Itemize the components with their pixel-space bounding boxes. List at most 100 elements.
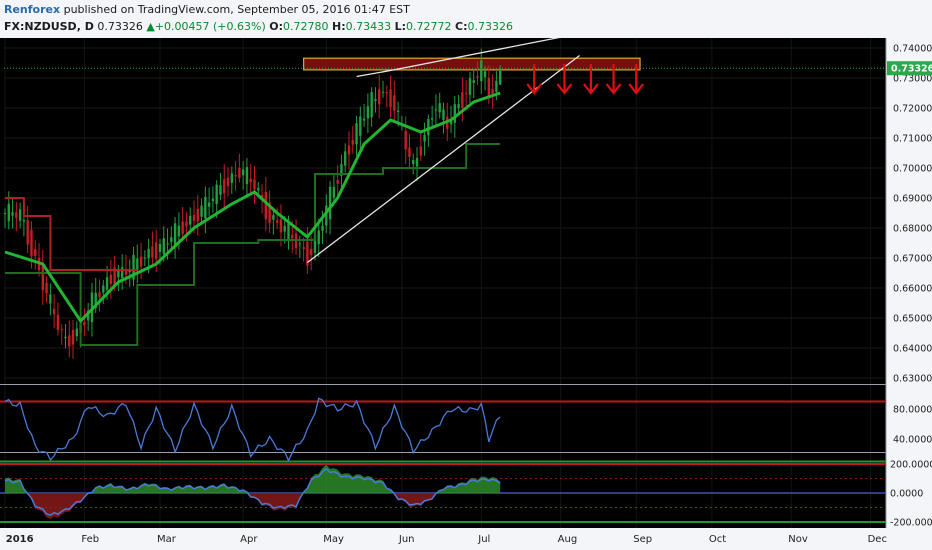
down-arrow-icon bbox=[605, 64, 622, 95]
candle-bear bbox=[192, 214, 196, 221]
symbol-label[interactable]: FX:NZDUSD, D bbox=[4, 20, 94, 33]
candle-bear bbox=[113, 267, 116, 286]
candle-bear bbox=[249, 178, 252, 182]
candle-bear bbox=[71, 329, 75, 345]
price-tick-label: 0.72000 bbox=[893, 104, 932, 115]
time-tick-label: Feb bbox=[81, 534, 99, 545]
axis-labels: 0.74000 0.73000 0.72000 0.71000 0.70000 0.690… bbox=[887, 44, 932, 529]
candle-bull bbox=[449, 120, 453, 125]
candle-bear bbox=[302, 247, 305, 250]
price-tick-label: 0.68000 bbox=[893, 224, 932, 235]
candle-bear bbox=[26, 220, 29, 245]
candle-bear bbox=[196, 208, 199, 222]
candle-bull bbox=[453, 104, 457, 123]
candle-bear bbox=[408, 147, 411, 157]
candle-bull bbox=[434, 109, 438, 111]
candle-bull bbox=[359, 116, 362, 136]
candle-bear bbox=[234, 175, 237, 177]
candle-bull bbox=[415, 157, 419, 167]
down-arrow-icon bbox=[556, 64, 573, 95]
rsi-panel[interactable] bbox=[0, 397, 886, 463]
candle-bear bbox=[56, 314, 60, 330]
trendline[interactable] bbox=[356, 69, 391, 78]
arrow-head bbox=[526, 83, 543, 95]
down-arrow-icon bbox=[628, 64, 645, 95]
candle-bull bbox=[49, 294, 52, 304]
time-tick-label: Jun bbox=[398, 534, 415, 545]
candle-bull bbox=[22, 220, 26, 222]
candle-bull bbox=[321, 225, 324, 231]
candle-bull bbox=[18, 209, 22, 221]
time-tick-label: 2016 bbox=[6, 534, 34, 545]
resistance-zone[interactable] bbox=[303, 57, 641, 71]
candle-bull bbox=[136, 258, 139, 270]
author-name[interactable]: Renforex bbox=[4, 3, 61, 16]
candle-bull bbox=[374, 99, 377, 102]
candle-bear bbox=[275, 220, 279, 223]
candle-bear bbox=[109, 274, 113, 284]
published-text: published on TradingView.com, September … bbox=[63, 3, 410, 16]
candle-bear bbox=[351, 139, 354, 145]
main-panel[interactable] bbox=[3, 38, 886, 359]
candle-bull bbox=[177, 225, 181, 237]
candle-bull bbox=[366, 106, 370, 119]
cci-tick-label: -200.0000 bbox=[890, 518, 932, 529]
candle-bull bbox=[257, 188, 260, 191]
price-axis[interactable] bbox=[886, 38, 932, 528]
moving-average-line bbox=[4, 91, 501, 324]
candle-bear bbox=[238, 168, 241, 178]
candle-bear bbox=[404, 130, 407, 150]
candle-bear bbox=[223, 179, 226, 194]
close-value: 0.73326 bbox=[467, 20, 514, 33]
price-tick-label: 0.74000 bbox=[893, 44, 932, 55]
candle-bear bbox=[491, 88, 494, 94]
candle-bull bbox=[162, 238, 165, 255]
cci-positive-fill bbox=[5, 464, 501, 493]
trendline[interactable] bbox=[390, 38, 561, 72]
cci-panel[interactable] bbox=[0, 463, 886, 523]
candle-bull bbox=[423, 134, 426, 142]
candle-bull bbox=[396, 110, 400, 112]
price-tick-label: 0.64000 bbox=[893, 344, 932, 355]
high-value: 0.73433 bbox=[345, 20, 392, 33]
candle-bear bbox=[347, 145, 351, 155]
candle-bear bbox=[34, 249, 37, 256]
candle-bear bbox=[15, 212, 18, 218]
candle-bull bbox=[272, 215, 275, 220]
candle-bull bbox=[211, 198, 215, 202]
candle-bull bbox=[86, 310, 90, 321]
arrow-head bbox=[605, 83, 622, 95]
high-label: H: bbox=[332, 20, 346, 33]
candle-bull bbox=[483, 71, 487, 78]
candle-bull bbox=[283, 225, 286, 232]
candle-bull bbox=[94, 292, 97, 309]
candle-bull bbox=[230, 173, 233, 183]
cci-tick-label: 200.0000 bbox=[890, 460, 932, 471]
candle-bull bbox=[75, 328, 79, 337]
time-tick-label: Sep bbox=[633, 534, 652, 545]
rsi-line bbox=[4, 397, 501, 463]
price-tick-label: 0.66000 bbox=[893, 284, 932, 295]
time-tick-label: Jul bbox=[477, 534, 490, 545]
low-value: 0.72772 bbox=[406, 20, 452, 33]
chart-background bbox=[0, 38, 932, 528]
last-price-tag-label: 0.73326 bbox=[891, 64, 932, 75]
time-tick-label: Nov bbox=[788, 534, 808, 545]
candle-bear bbox=[52, 309, 56, 315]
candle-bull bbox=[344, 151, 347, 166]
candle-bear bbox=[419, 146, 422, 156]
chart-header: Renforex published on TradingView.com, S… bbox=[0, 0, 932, 38]
arrow-head bbox=[556, 83, 573, 95]
candle-bear bbox=[98, 292, 101, 298]
down-arrow-icon bbox=[583, 64, 599, 95]
open-value: 0.72780 bbox=[283, 20, 329, 33]
price-chart[interactable]: 0.74000 0.73000 0.72000 0.71000 0.70000 0.690… bbox=[0, 38, 932, 528]
arrow-head bbox=[583, 83, 599, 95]
candle-bull bbox=[143, 257, 147, 259]
candle-bear bbox=[378, 89, 381, 105]
candle-bear bbox=[226, 177, 230, 187]
time-tick-label: Apr bbox=[240, 534, 258, 545]
candle-bear bbox=[253, 179, 256, 190]
rsi-tick-label: 80.0000 bbox=[893, 405, 932, 416]
candle-bear bbox=[487, 78, 491, 97]
